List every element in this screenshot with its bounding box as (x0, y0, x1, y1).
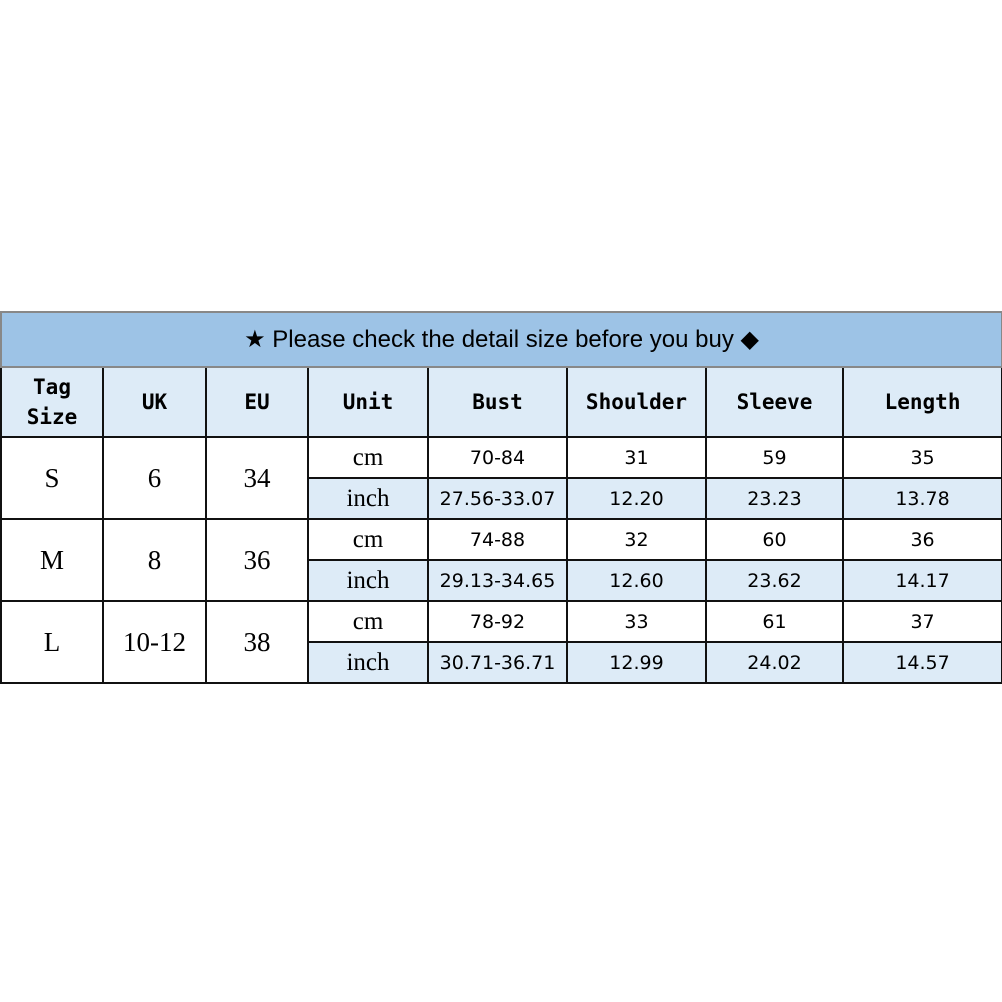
header-row: Tag Size UK EU Unit Bust Shoulder Sleeve Length (0, 366, 1002, 438)
header-bust: Bust (427, 366, 568, 438)
uk-cell: 8 (102, 518, 207, 602)
length-cell: 36 (841, 518, 1002, 561)
bust-cell: 74-88 (427, 518, 568, 561)
unit-cell: inch (307, 559, 429, 602)
tag-size-cell: M (0, 518, 104, 602)
title-text: Please check the detail size before you … (272, 326, 734, 353)
shoulder-cell: 31 (566, 436, 707, 479)
length-cell: 14.57 (841, 641, 1002, 684)
bust-cell: 30.71-36.71 (427, 641, 568, 684)
table-row: S 6 34 cm 70-84 31 59 35 (0, 436, 1002, 520)
bust-cell: 29.13-34.65 (427, 559, 568, 602)
unit-cell: cm (307, 436, 429, 479)
table-row: inch 27.56-33.07 12.20 23.23 13.78 (1, 477, 1002, 520)
header-sleeve: Sleeve (705, 366, 844, 438)
unit-cell: inch (307, 641, 429, 684)
table-row: M 8 36 cm 74-88 32 60 36 (0, 518, 1002, 602)
tag-size-cell: S (0, 436, 104, 520)
sleeve-cell: 24.02 (705, 641, 844, 684)
sleeve-cell: 23.23 (705, 477, 844, 520)
header-unit: Unit (307, 366, 429, 438)
header-eu: EU (205, 366, 309, 438)
header-uk: UK (102, 366, 207, 438)
bust-cell: 70-84 (427, 436, 568, 479)
shoulder-cell: 12.99 (566, 641, 707, 684)
table-row: inch 29.13-34.65 12.60 23.62 14.17 (1, 559, 1002, 602)
bust-cell: 78-92 (427, 600, 568, 643)
shoulder-cell: 12.20 (566, 477, 707, 520)
title-row: ★ Please check the detail size before yo… (0, 311, 1002, 368)
length-cell: 14.17 (841, 559, 1002, 602)
eu-cell: 38 (205, 600, 309, 684)
star-icon: ★ (244, 326, 266, 353)
length-cell: 37 (841, 600, 1002, 643)
eu-cell: 34 (205, 436, 309, 520)
unit-cell: cm (307, 518, 429, 561)
header-length: Length (841, 366, 1002, 438)
header-tag-size: Tag Size (0, 366, 104, 438)
uk-cell: 6 (102, 436, 207, 520)
sleeve-cell: 59 (705, 436, 844, 479)
uk-cell: 10-12 (102, 600, 207, 684)
unit-cell: cm (307, 600, 429, 643)
eu-cell: 36 (205, 518, 309, 602)
shoulder-cell: 12.60 (566, 559, 707, 602)
diamond-icon: ◆ (740, 326, 760, 353)
table-row: inch 30.71-36.71 12.99 24.02 14.57 (1, 641, 1002, 684)
shoulder-cell: 32 (566, 518, 707, 561)
length-cell: 13.78 (841, 477, 1002, 520)
unit-cell: inch (307, 477, 429, 520)
length-cell: 35 (841, 436, 1002, 479)
sleeve-cell: 61 (705, 600, 844, 643)
header-shoulder: Shoulder (566, 366, 707, 438)
bust-cell: 27.56-33.07 (427, 477, 568, 520)
shoulder-cell: 33 (566, 600, 707, 643)
size-chart-table: ★ Please check the detail size before yo… (0, 311, 1002, 684)
sleeve-cell: 60 (705, 518, 844, 561)
sleeve-cell: 23.62 (705, 559, 844, 602)
table-row: L 10-12 38 cm 78-92 33 61 37 (0, 600, 1002, 684)
tag-size-cell: L (0, 600, 104, 684)
table-title: ★ Please check the detail size before yo… (0, 311, 1002, 368)
